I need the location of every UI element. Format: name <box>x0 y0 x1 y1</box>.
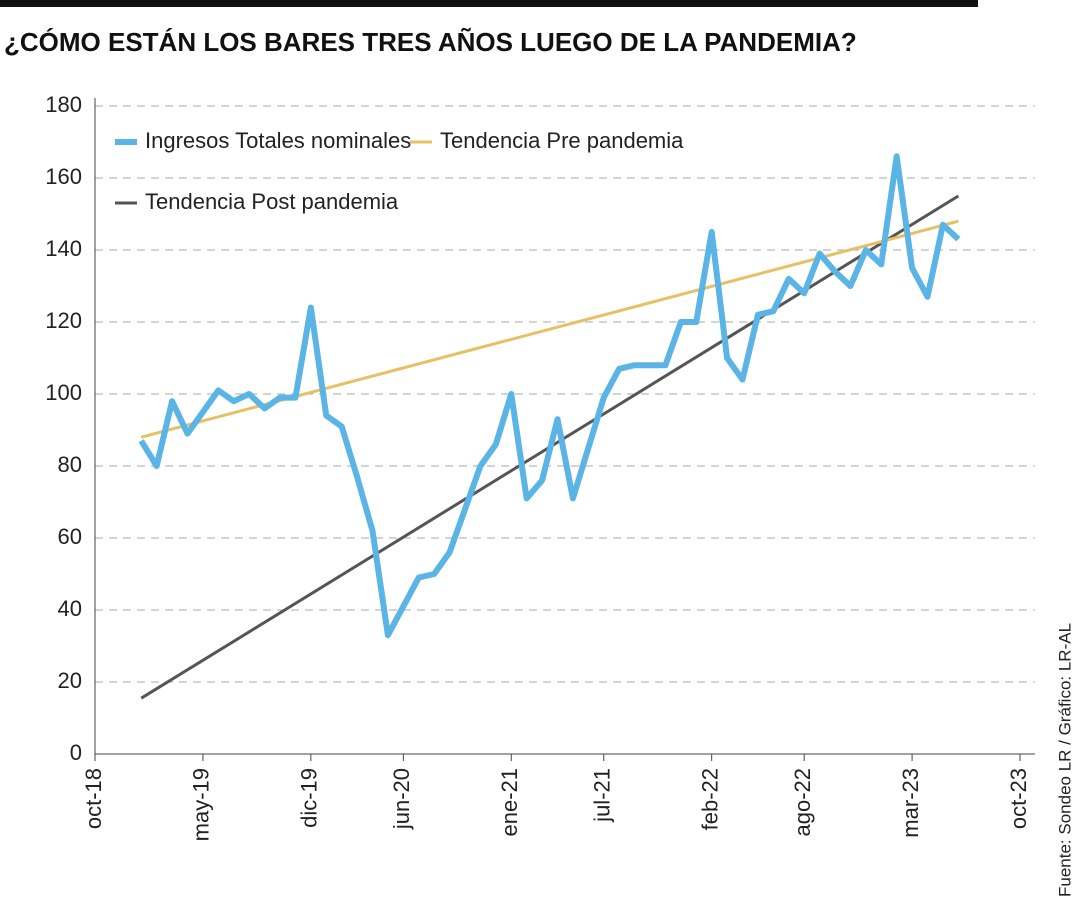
y-tick-label: 40 <box>58 596 82 621</box>
y-tick-label: 160 <box>45 164 82 189</box>
x-tick-label: jul-21 <box>590 768 615 823</box>
x-tick-label: feb-22 <box>697 768 722 830</box>
legend-label: Tendencia Post pandemia <box>145 189 399 214</box>
x-tick-label: ago-22 <box>790 768 815 837</box>
x-tick-label: oct-18 <box>81 768 106 829</box>
x-tick-label: dic-19 <box>297 768 322 828</box>
y-tick-label: 20 <box>58 668 82 693</box>
x-tick-label: jun-20 <box>389 768 414 830</box>
x-tick-label: ene-21 <box>497 768 522 837</box>
y-tick-label: 60 <box>58 524 82 549</box>
x-tick-label: may-19 <box>189 768 214 841</box>
legend-label: Tendencia Pre pandemia <box>440 128 684 153</box>
x-tick-label: oct-23 <box>1006 768 1031 829</box>
y-tick-label: 140 <box>45 236 82 261</box>
top-bar <box>0 0 978 7</box>
source: Fuente: Sondeo LR / Gráfico: LR-AL <box>1055 623 1074 897</box>
y-tick-label: 80 <box>58 452 82 477</box>
x-tick-label: mar-23 <box>898 768 923 838</box>
y-tick-label: 120 <box>45 308 82 333</box>
y-tick-label: 100 <box>45 380 82 405</box>
chart-title: ¿CÓMO ESTÁN LOS BARES TRES AÑOS LUEGO DE… <box>4 27 857 57</box>
y-tick-label: 180 <box>45 92 82 117</box>
y-tick-label: 0 <box>70 740 82 765</box>
series-line <box>138 153 961 639</box>
legend-label: Ingresos Totales nominales <box>145 128 411 153</box>
